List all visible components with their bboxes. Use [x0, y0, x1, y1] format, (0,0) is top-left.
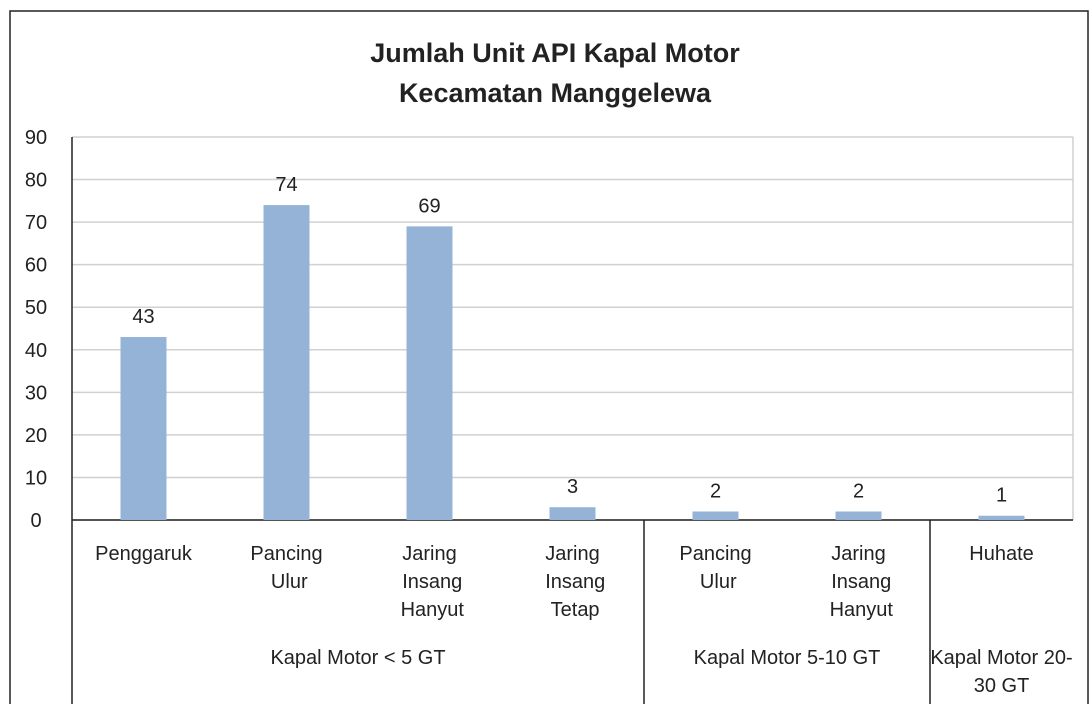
y-tick-label: 90 — [25, 127, 47, 149]
bar — [120, 337, 167, 520]
bar — [549, 507, 596, 520]
x-tick-label: Jaring Insang Hanyut — [395, 543, 464, 621]
chart-title: Kecamatan Manggelewa — [399, 78, 712, 108]
value-label: 3 — [567, 476, 578, 498]
value-label: 69 — [418, 195, 440, 217]
bar — [835, 511, 882, 520]
y-tick-label: 10 — [25, 467, 47, 489]
y-tick-label: 20 — [25, 425, 47, 447]
y-tick-label: 80 — [25, 170, 47, 192]
y-tick-label: 30 — [25, 382, 47, 404]
y-tick-label: 0 — [30, 510, 41, 532]
y-tick-label: 50 — [25, 297, 47, 319]
x-tick-label: Jaring Insang Tetap — [540, 543, 606, 621]
x-tick-label: Pancing Ulur — [250, 543, 322, 593]
group-label: Kapal Motor < 5 GT — [270, 647, 446, 669]
value-label: 43 — [132, 306, 154, 328]
y-tick-label: 40 — [25, 340, 47, 362]
bar — [978, 515, 1025, 520]
group-label: Kapal Motor 5-10 GT — [693, 647, 881, 669]
value-label: 1 — [996, 485, 1007, 507]
chart-title: Jumlah Unit API Kapal Motor — [370, 38, 740, 68]
bar — [406, 226, 453, 520]
value-label: 74 — [275, 174, 297, 196]
x-tick-label: Jaring Insang Hanyut — [824, 543, 893, 621]
value-label: 2 — [710, 480, 721, 502]
value-label: 2 — [853, 480, 864, 502]
y-tick-label: 70 — [25, 212, 47, 234]
x-tick-label: Huhate — [969, 543, 1034, 565]
bar — [263, 205, 310, 521]
x-tick-label: Penggaruk — [95, 543, 193, 565]
group-label: Kapal Motor 20-30 GT — [930, 647, 1073, 697]
x-tick-label: Pancing Ulur — [679, 543, 751, 593]
y-tick-label: 60 — [25, 255, 47, 277]
frame — [9, 10, 1089, 704]
bar — [692, 511, 739, 520]
